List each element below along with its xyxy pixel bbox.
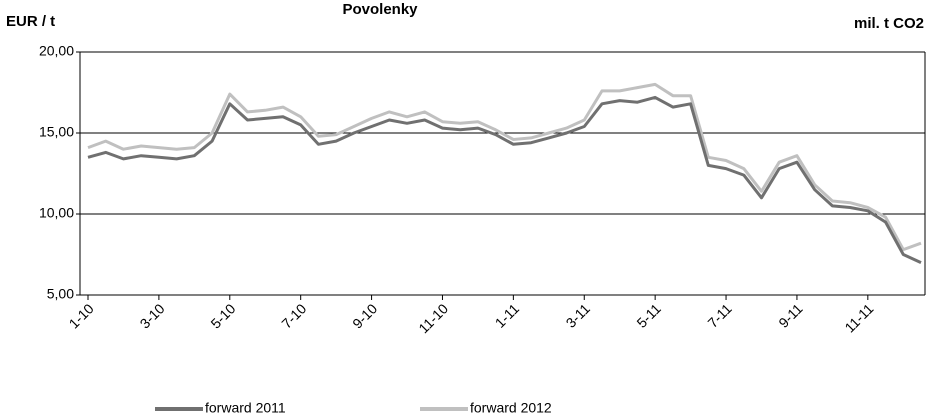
x-tick-label: 7-11: [704, 300, 735, 331]
x-tick-label: 3-10: [136, 300, 167, 331]
x-tick-label: 5-10: [207, 300, 238, 331]
x-tick-label: 3-11: [563, 300, 594, 331]
y-tick-label: 15,00: [39, 124, 74, 140]
x-tick-label: 5-11: [633, 300, 664, 331]
y2-axis-label: mil. t CO2: [854, 15, 924, 32]
x-tick-label: 9-11: [775, 300, 806, 331]
y-tick-label: 5,00: [47, 286, 74, 302]
x-tick-label: 11-11: [841, 300, 876, 335]
x-tick-label: 7-10: [278, 300, 309, 331]
legend-label: forward 2012: [470, 400, 552, 416]
series-line: [87, 82, 922, 252]
legend-label: forward 2011: [205, 400, 286, 416]
y-tick-label: 10,00: [39, 205, 74, 221]
x-tick-label: 11-10: [415, 300, 451, 336]
x-tick-label: 9-10: [349, 300, 380, 331]
y-axis-label: EUR / t: [6, 13, 55, 30]
x-tick-label: 1-10: [66, 300, 97, 331]
chart-title: Povolenky: [342, 1, 418, 18]
x-tick-label: 1-11: [492, 300, 523, 331]
series-line: [87, 95, 922, 264]
y-tick-label: 20,00: [39, 43, 74, 59]
